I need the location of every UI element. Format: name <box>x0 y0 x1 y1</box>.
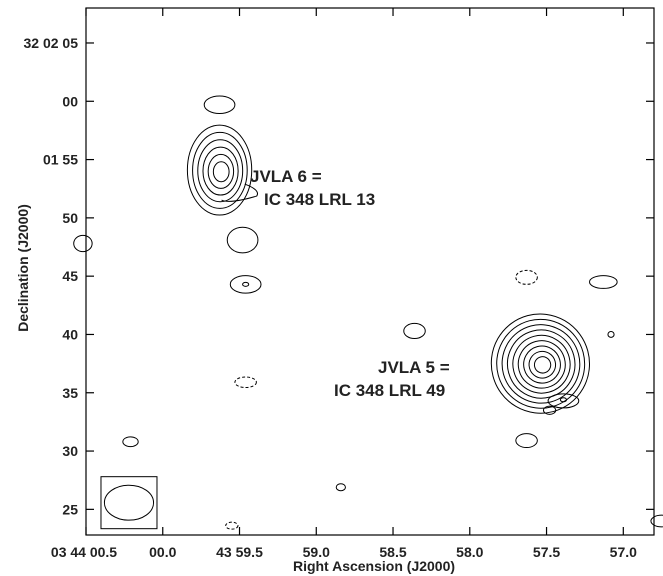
minor-contour-2 <box>229 275 262 294</box>
minor-contour-4 <box>234 376 257 389</box>
jvla6-label-line1: JVLA 6 = <box>250 167 322 186</box>
x-tick-label-1: 00.0 <box>149 544 176 560</box>
source-2-contour-7 <box>528 350 557 379</box>
x-tick-label-4: 58.5 <box>379 544 406 560</box>
minor-contour-9 <box>589 275 618 289</box>
minor-contour-16 <box>225 521 239 530</box>
beam-ellipse <box>103 484 155 521</box>
source-2-contour-0 <box>490 313 590 414</box>
jvla5-label-line2: IC 348 LRL 49 <box>334 381 445 400</box>
minor-contour-3 <box>242 281 250 287</box>
y-tick-label-2: 35 <box>62 385 78 401</box>
x-tick-label-2: 43 59.5 <box>216 544 263 560</box>
y-tick-label-6: 01 55 <box>43 152 78 168</box>
axis-ticks: 03 44 00.5 00.0 43 59.5 59.0 58.5 58.0 57.5 57.… <box>24 8 654 560</box>
x-tick-label-7: 57.0 <box>610 544 637 560</box>
source-2-contour-8 <box>533 356 552 374</box>
minor-contour-6 <box>122 436 139 448</box>
minor-contour-13 <box>515 433 538 449</box>
source-1-contour-3 <box>202 146 239 196</box>
beam-box <box>100 476 158 530</box>
minor-contour-11 <box>559 397 567 403</box>
y-tick-label-7: 00 <box>62 93 78 109</box>
source-2-contour-2 <box>501 324 581 404</box>
minor-contour-12 <box>542 405 557 415</box>
y-tick-label-5: 50 <box>62 210 78 226</box>
source-1-contour-0 <box>186 124 253 216</box>
x-tick-label-3: 59.0 <box>303 544 330 560</box>
y-axis-title: Declination (J2000) <box>15 204 31 332</box>
y-tick-label-0: 25 <box>62 501 78 517</box>
x-axis-title: Right Ascension (J2000) <box>293 558 455 574</box>
source-1-contour-5 <box>212 161 230 183</box>
x-tick-label-5: 58.0 <box>456 544 483 560</box>
contour-layer <box>73 95 663 530</box>
jvla5-label-line1: JVLA 5 = <box>378 358 450 377</box>
minor-contour-1 <box>226 226 259 254</box>
source-2-contour-4 <box>512 334 571 394</box>
minor-contour-7 <box>403 322 426 340</box>
minor-contour-17 <box>607 331 615 338</box>
y-tick-label-8: 32 02 05 <box>24 35 79 51</box>
minor-contour-0 <box>203 95 236 115</box>
source-2-contour-6 <box>523 345 561 384</box>
source-2-contour-5 <box>517 340 566 389</box>
minor-contour-10 <box>547 393 580 409</box>
y-tick-label-3: 40 <box>62 326 78 342</box>
source-1-contour-4 <box>207 153 235 189</box>
minor-contour-8 <box>515 269 538 285</box>
source-1-tail <box>221 183 258 202</box>
source-1-contour-2 <box>197 139 244 203</box>
minor-contour-15 <box>650 514 663 528</box>
minor-contour-5 <box>73 234 93 253</box>
minor-contour-14 <box>335 483 346 492</box>
x-tick-label-6: 57.5 <box>533 544 560 560</box>
plot-frame <box>85 7 655 536</box>
x-tick-label-0: 03 44 00.5 <box>51 544 117 560</box>
y-tick-label-1: 30 <box>62 443 78 459</box>
y-tick-label-4: 45 <box>62 268 78 284</box>
source-1-contour-1 <box>192 131 248 209</box>
jvla6-label-line2: IC 348 LRL 13 <box>264 190 375 209</box>
